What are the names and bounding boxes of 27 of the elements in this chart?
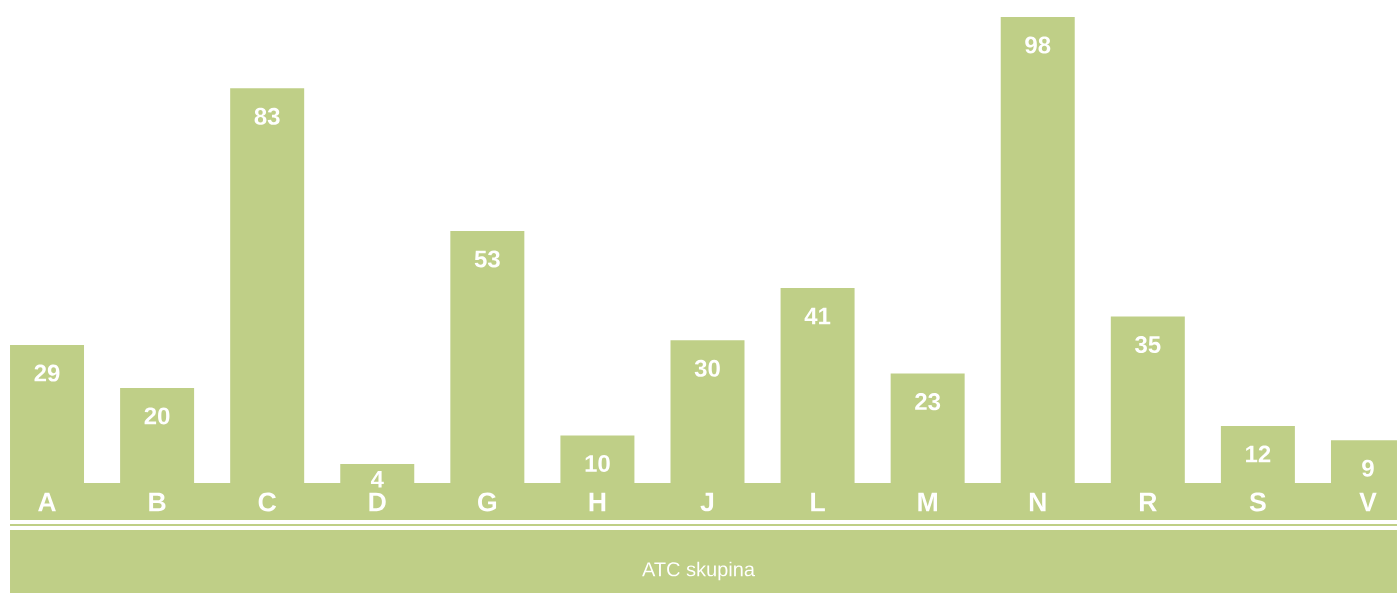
data-label: 9 (1362, 459, 1374, 477)
x-tick-label: A (38, 492, 56, 512)
data-label: 10 (585, 454, 610, 472)
x-tick-label: N (1029, 492, 1046, 512)
data-label: 30 (694, 359, 720, 377)
x-tick-label: R (1139, 492, 1157, 512)
x-tick-label: D (369, 492, 386, 512)
x-tick-label: S (1249, 492, 1266, 512)
data-label: 35 (1135, 336, 1161, 354)
data-label: 41 (804, 307, 831, 325)
x-axis-title: ATC skupina (642, 561, 755, 581)
data-label: 23 (915, 393, 941, 411)
data-label: 83 (254, 107, 280, 125)
data-label: 53 (474, 250, 500, 268)
x-tick-label: M (918, 492, 937, 512)
data-label: 98 (1025, 36, 1051, 54)
x-tick-label: V (1359, 492, 1377, 512)
x-tick-label: H (589, 492, 606, 512)
data-label: 4 (370, 470, 384, 488)
x-tick-label: J (700, 492, 714, 512)
x-tick-label: C (258, 492, 277, 512)
data-label: 29 (34, 364, 60, 382)
x-tick-label: L (811, 492, 825, 512)
data-label: 20 (144, 407, 170, 425)
x-tick-label: G (478, 492, 497, 512)
data-label: 12 (1246, 445, 1271, 463)
x-tick-label: B (149, 492, 166, 512)
